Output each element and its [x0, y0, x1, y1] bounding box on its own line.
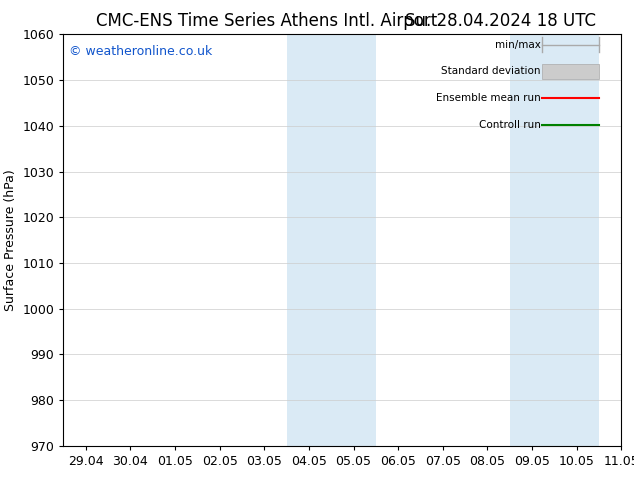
Bar [510, 34, 599, 446]
Text: Ensemble mean run: Ensemble mean run [436, 93, 540, 103]
Text: CMC-ENS Time Series Athens Intl. Airport: CMC-ENS Time Series Athens Intl. Airport [96, 12, 437, 30]
Text: min/max: min/max [495, 40, 540, 49]
Text: Standard deviation: Standard deviation [441, 66, 540, 76]
Y-axis label: Surface Pressure (hPa): Surface Pressure (hPa) [4, 169, 17, 311]
FancyBboxPatch shape [542, 64, 599, 78]
Text: Su. 28.04.2024 18 UTC: Su. 28.04.2024 18 UTC [405, 12, 597, 30]
Text: © weatheronline.co.uk: © weatheronline.co.uk [69, 45, 212, 58]
Text: Controll run: Controll run [479, 120, 540, 130]
Bar [287, 34, 376, 446]
